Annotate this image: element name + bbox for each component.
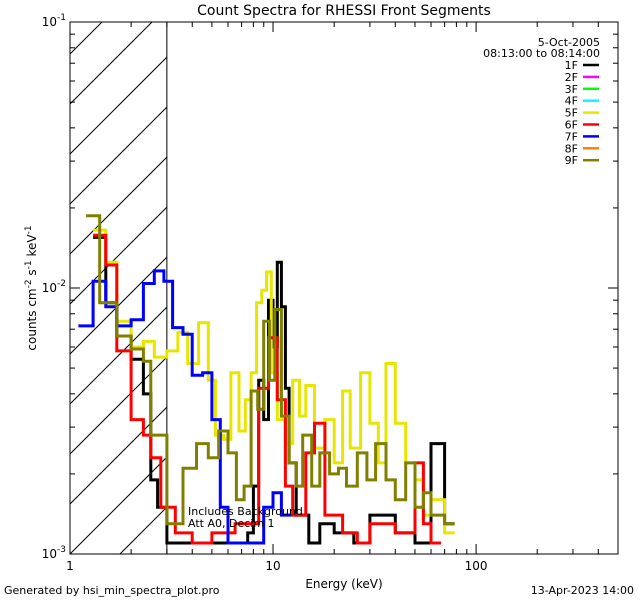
x-tick-label: 100 [465, 559, 488, 573]
series-line-6F [93, 233, 441, 545]
series-line-9F [86, 214, 455, 526]
legend-label-3F: 3F [565, 83, 578, 96]
legend-label-6F: 6F [565, 119, 578, 132]
hatch-line [70, 22, 153, 105]
chart-title: Count Spectra for RHESSI Front Segments [197, 3, 491, 19]
legend-label-1F: 1F [565, 59, 578, 72]
legend-label-9F: 9F [565, 154, 578, 167]
hatch-line [520, 0, 640, 554]
legend-label-2F: 2F [565, 71, 578, 84]
legend-date: 5-Oct-2005 [538, 36, 600, 49]
legend-label-4F: 4F [565, 95, 578, 108]
note-background: Includes Background [188, 505, 303, 518]
hatch-line [470, 0, 640, 554]
hatch-line [70, 206, 167, 305]
legend-time-range: 08:13:00 to 08:14:00 [483, 47, 600, 60]
legend-label-7F: 7F [565, 130, 578, 143]
note-attenuator: Att A0, Decim 1 [188, 517, 275, 530]
x-tick-label: 1 [66, 559, 74, 573]
y-tick-label: 10-1 [42, 13, 66, 29]
hatch-line [119, 506, 167, 554]
hatch-line [70, 156, 167, 255]
footer-timestamp: 13-Apr-2023 14:00 [531, 584, 634, 597]
hatch-line [370, 0, 640, 554]
hatch-line [70, 406, 167, 505]
legend-label-8F: 8F [565, 142, 578, 155]
hatch-line [0, 0, 120, 554]
hatch-line [420, 0, 640, 554]
x-axis-label: Energy (keV) [305, 577, 382, 591]
x-tick-label: 10 [265, 559, 280, 573]
hatch-line [70, 56, 167, 155]
legend-label-5F: 5F [565, 107, 578, 120]
footer-generator: Generated by hsi_min_spectra_plot.pro [4, 584, 220, 597]
y-axis-label: counts cm-2 s-1 keV-1 [24, 225, 39, 350]
y-tick-label: 10-2 [42, 279, 66, 295]
y-tick-label: 10-3 [42, 545, 66, 561]
hatch-line [620, 0, 640, 554]
hatch-line [570, 0, 640, 554]
